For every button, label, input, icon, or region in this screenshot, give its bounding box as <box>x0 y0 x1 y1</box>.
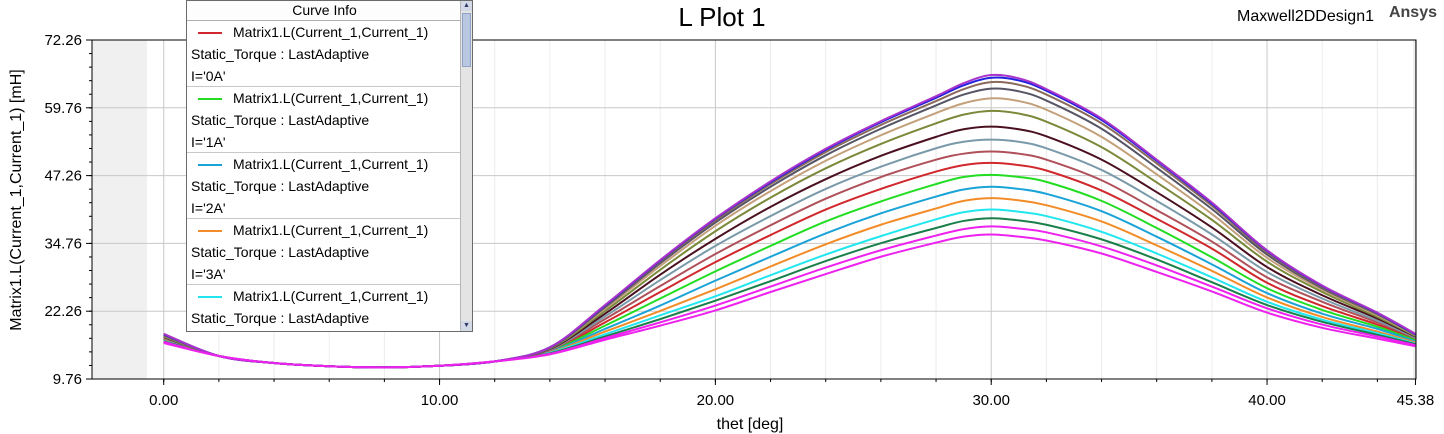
legend-expr: Matrix1.L(Current_1,Current_1) <box>233 222 429 238</box>
legend-entry[interactable]: Matrix1.L(Current_1,Current_1) Static_To… <box>187 219 462 285</box>
design-name: Maxwell2DDesign1 <box>1237 8 1374 25</box>
legend-swatch <box>198 164 222 166</box>
chevron-up-icon[interactable]: ▲ <box>461 1 472 11</box>
y-tick-label: 34.76 <box>44 235 82 252</box>
y-tick-label: 9.76 <box>53 371 82 388</box>
x-tick-label: 10.00 <box>421 392 459 409</box>
chevron-down-icon[interactable]: ▼ <box>461 321 472 331</box>
legend-setup: Static_Torque : LastAdaptive <box>191 244 370 260</box>
legend-setup: Static_Torque : LastAdaptive <box>191 178 370 194</box>
legend-header: Curve Info <box>187 1 462 21</box>
legend-setup: Static_Torque : LastAdaptive <box>191 46 370 62</box>
series-lines <box>163 73 1416 369</box>
brand-logo: Ansys <box>1388 4 1437 21</box>
legend-setup: Static_Torque : LastAdaptive <box>191 112 370 128</box>
legend-entry[interactable]: Matrix1.L(Current_1,Current_1) Static_To… <box>187 87 462 153</box>
x-tick-label: 30.00 <box>972 392 1010 409</box>
x-axis-label: thet [deg] <box>716 416 784 433</box>
x-tick-label: 45.38 <box>1397 392 1435 409</box>
legend-swatch <box>198 230 222 232</box>
legend-swatch <box>198 32 222 34</box>
legend-expr: Matrix1.L(Current_1,Current_1) <box>233 90 429 106</box>
y-tick-label: 59.76 <box>44 100 82 117</box>
legend-param: I='1A' <box>191 134 226 150</box>
legend-entry[interactable]: Matrix1.L(Current_1,Current_1) Static_To… <box>187 21 462 87</box>
curve-info-legend[interactable]: Curve Info Matrix1.L(Current_1,Current_1… <box>186 0 473 332</box>
chart-title: L Plot 1 <box>678 2 766 32</box>
legend-expr: Matrix1.L(Current_1,Current_1) <box>233 156 429 172</box>
legend-param: I='2A' <box>191 200 226 216</box>
axis-ticks: 9.76 22.26 34.76 47.26 59.76 72.26 0.00 10.00 20… <box>44 32 1434 409</box>
legend-swatch <box>198 296 222 298</box>
plot-background-margin-left <box>92 40 147 379</box>
legend-param <box>191 329 462 331</box>
legend-param: I='0A' <box>191 68 226 84</box>
plot-frame <box>91 39 1417 380</box>
scroll-thumb[interactable] <box>462 13 471 67</box>
legend-param: I='3A' <box>191 266 226 282</box>
y-axis-label: Matrix1.L(Current_1,Current_1) [mH] <box>8 69 25 331</box>
legend-expr: Matrix1.L(Current_1,Current_1) <box>233 288 429 304</box>
x-tick-label: 0.00 <box>149 392 178 409</box>
legend-expr: Matrix1.L(Current_1,Current_1) <box>233 24 429 40</box>
legend-setup: Static_Torque : LastAdaptive <box>191 310 370 326</box>
plot-background-margin-right <box>1413 40 1416 379</box>
y-tick-label: 22.26 <box>44 303 82 320</box>
legend-swatch <box>198 98 222 100</box>
legend-entry[interactable]: Matrix1.L(Current_1,Current_1) Static_To… <box>187 153 462 219</box>
legend-scrollbar[interactable]: ▲ ▼ <box>460 1 472 331</box>
y-tick-label: 72.26 <box>44 32 82 49</box>
x-tick-label: 40.00 <box>1248 392 1286 409</box>
series-line <box>163 233 1416 369</box>
legend-entry[interactable]: Matrix1.L(Current_1,Current_1) Static_To… <box>187 285 462 331</box>
y-tick-label: 47.26 <box>44 168 82 185</box>
x-tick-label: 20.00 <box>697 392 735 409</box>
legend-body[interactable]: Matrix1.L(Current_1,Current_1) Static_To… <box>187 21 462 331</box>
